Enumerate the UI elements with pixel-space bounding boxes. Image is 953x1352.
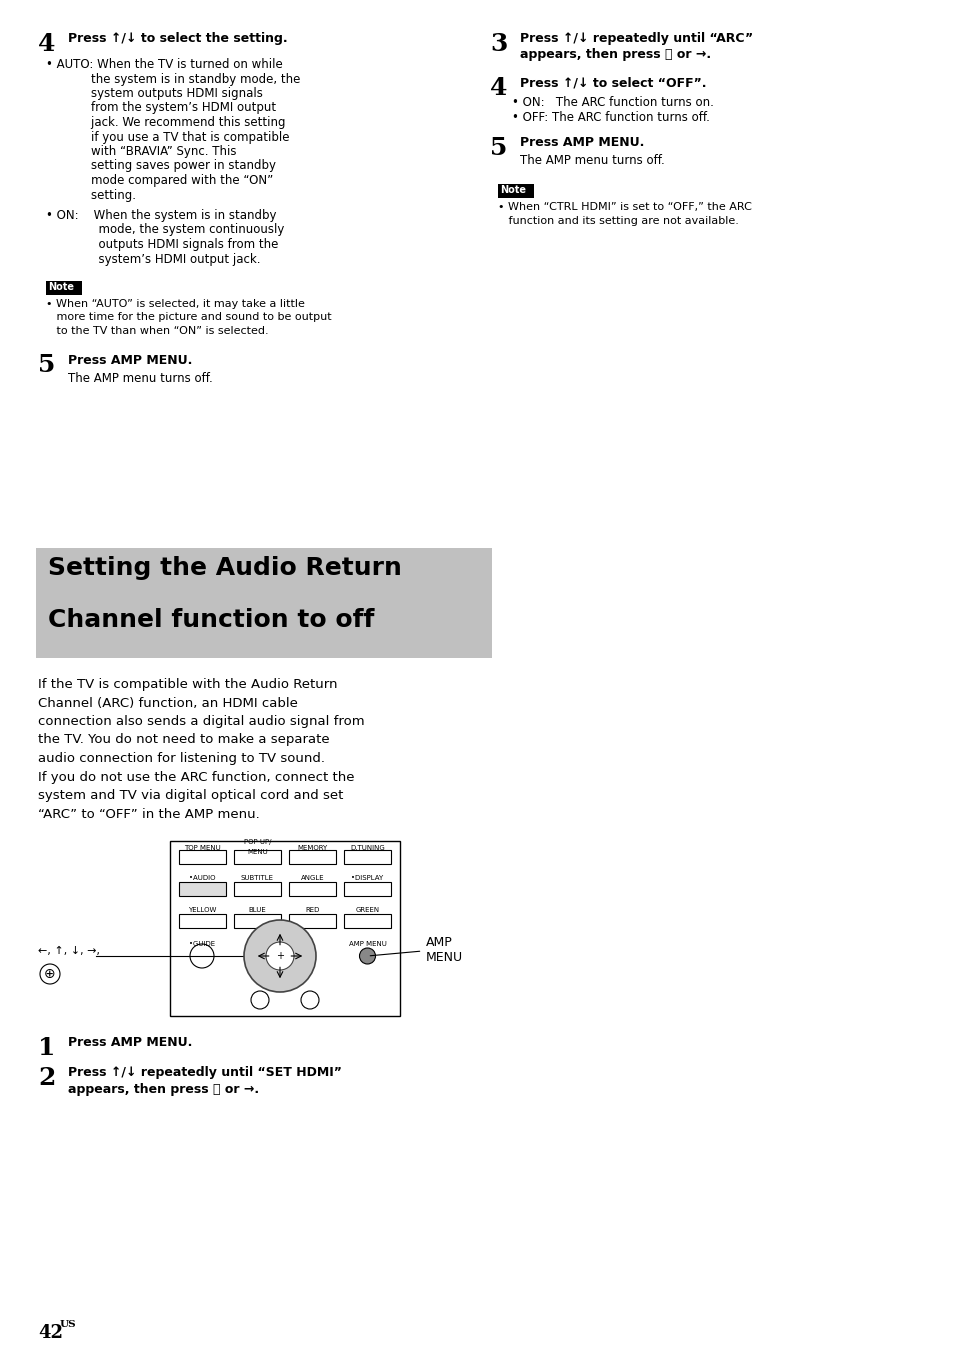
Text: setting.: setting.: [46, 188, 136, 201]
Text: If you do not use the ARC function, connect the: If you do not use the ARC function, conn…: [38, 771, 355, 784]
FancyBboxPatch shape: [344, 914, 391, 927]
Text: 4: 4: [38, 32, 55, 55]
Text: connection also sends a digital audio signal from: connection also sends a digital audio si…: [38, 715, 364, 727]
Text: to the TV than when “ON” is selected.: to the TV than when “ON” is selected.: [46, 326, 269, 337]
Text: Press AMP MENU.: Press AMP MENU.: [68, 353, 193, 366]
Text: 5: 5: [38, 353, 55, 377]
Text: RED: RED: [305, 907, 319, 913]
FancyBboxPatch shape: [36, 548, 492, 658]
Text: 42: 42: [38, 1324, 63, 1343]
Text: ⊕: ⊕: [44, 967, 56, 982]
Text: setting saves power in standby: setting saves power in standby: [46, 160, 275, 173]
Text: “ARC” to “OFF” in the AMP menu.: “ARC” to “OFF” in the AMP menu.: [38, 807, 259, 821]
Text: the TV. You do not need to make a separate: the TV. You do not need to make a separa…: [38, 734, 330, 746]
Text: YELLOW: YELLOW: [188, 907, 216, 913]
Text: Press AMP MENU.: Press AMP MENU.: [68, 1036, 193, 1049]
FancyBboxPatch shape: [179, 882, 226, 896]
Text: 2: 2: [38, 1065, 55, 1090]
Text: Press ↑/↓ repeatedly until “SET HDMI”: Press ↑/↓ repeatedly until “SET HDMI”: [68, 1065, 341, 1079]
Text: • AUTO: When the TV is turned on while: • AUTO: When the TV is turned on while: [46, 58, 282, 72]
Text: POP UP/: POP UP/: [244, 840, 271, 845]
Text: US: US: [60, 1320, 76, 1329]
Text: function and its setting are not available.: function and its setting are not availab…: [497, 215, 739, 226]
Text: • When “CTRL HDMI” is set to “OFF,” the ARC: • When “CTRL HDMI” is set to “OFF,” the …: [497, 201, 751, 212]
Text: 4: 4: [490, 76, 507, 100]
Text: •GUIDE: •GUIDE: [190, 941, 215, 946]
Text: ANGLE: ANGLE: [300, 875, 324, 882]
Text: system’s HDMI output jack.: system’s HDMI output jack.: [46, 253, 260, 265]
FancyBboxPatch shape: [344, 850, 391, 864]
FancyBboxPatch shape: [497, 184, 534, 197]
Text: If the TV is compatible with the Audio Return: If the TV is compatible with the Audio R…: [38, 677, 337, 691]
Text: +: +: [275, 950, 284, 961]
Text: AMP MENU: AMP MENU: [348, 941, 386, 946]
Text: jack. We recommend this setting: jack. We recommend this setting: [46, 116, 285, 128]
Text: appears, then press ⓔ or →.: appears, then press ⓔ or →.: [519, 49, 710, 61]
Circle shape: [301, 991, 318, 1009]
Circle shape: [359, 948, 375, 964]
Circle shape: [251, 991, 269, 1009]
Text: AMP
MENU: AMP MENU: [425, 936, 462, 964]
Text: •DISPLAY: •DISPLAY: [351, 875, 383, 882]
Text: • ON:    When the system is in standby: • ON: When the system is in standby: [46, 210, 276, 222]
Text: The AMP menu turns off.: The AMP menu turns off.: [519, 154, 664, 168]
FancyBboxPatch shape: [179, 914, 226, 927]
Text: with “BRAVIA” Sync. This: with “BRAVIA” Sync. This: [46, 145, 236, 158]
Text: GREEN: GREEN: [355, 907, 379, 913]
Text: Channel function to off: Channel function to off: [48, 608, 374, 631]
Text: BLUE: BLUE: [249, 907, 266, 913]
FancyBboxPatch shape: [46, 281, 82, 295]
Text: 3: 3: [490, 32, 507, 55]
Circle shape: [190, 944, 213, 968]
Text: Setting the Audio Return: Setting the Audio Return: [48, 556, 401, 580]
Text: •AUDIO: •AUDIO: [189, 875, 215, 882]
Text: • OFF: The ARC function turns off.: • OFF: The ARC function turns off.: [512, 111, 709, 124]
Text: mode compared with the “ON”: mode compared with the “ON”: [46, 174, 273, 187]
Text: The AMP menu turns off.: The AMP menu turns off.: [68, 372, 213, 384]
Text: Press ↑/↓ repeatedly until “ARC”: Press ↑/↓ repeatedly until “ARC”: [519, 32, 752, 45]
Text: more time for the picture and sound to be output: more time for the picture and sound to b…: [46, 312, 332, 323]
Text: ←, ↑, ↓, →,: ←, ↑, ↓, →,: [38, 946, 100, 956]
Text: Note: Note: [499, 185, 525, 195]
Text: MEMORY: MEMORY: [297, 845, 327, 850]
Text: outputs HDMI signals from the: outputs HDMI signals from the: [46, 238, 278, 251]
Text: MENU: MENU: [247, 849, 268, 854]
FancyBboxPatch shape: [289, 882, 335, 896]
FancyBboxPatch shape: [289, 850, 335, 864]
FancyBboxPatch shape: [289, 914, 335, 927]
Text: 1: 1: [38, 1036, 55, 1060]
Text: Press ↑/↓ to select the setting.: Press ↑/↓ to select the setting.: [68, 32, 287, 45]
Text: Press ↑/↓ to select “OFF”.: Press ↑/↓ to select “OFF”.: [519, 76, 706, 89]
FancyBboxPatch shape: [344, 882, 391, 896]
FancyBboxPatch shape: [179, 850, 226, 864]
Circle shape: [40, 964, 60, 984]
Text: D.TUNING: D.TUNING: [350, 845, 384, 850]
FancyBboxPatch shape: [233, 914, 281, 927]
FancyBboxPatch shape: [233, 882, 281, 896]
Text: Press AMP MENU.: Press AMP MENU.: [519, 137, 643, 149]
Text: if you use a TV that is compatible: if you use a TV that is compatible: [46, 131, 289, 143]
Circle shape: [244, 919, 315, 992]
Text: system outputs HDMI signals: system outputs HDMI signals: [46, 87, 263, 100]
Text: • When “AUTO” is selected, it may take a little: • When “AUTO” is selected, it may take a…: [46, 299, 305, 310]
Text: Channel (ARC) function, an HDMI cable: Channel (ARC) function, an HDMI cable: [38, 696, 297, 710]
Text: mode, the system continuously: mode, the system continuously: [46, 223, 284, 237]
Text: Note: Note: [48, 283, 74, 292]
Text: from the system’s HDMI output: from the system’s HDMI output: [46, 101, 275, 115]
Circle shape: [266, 942, 294, 969]
Text: • ON:   The ARC function turns on.: • ON: The ARC function turns on.: [512, 96, 713, 110]
Text: audio connection for listening to TV sound.: audio connection for listening to TV sou…: [38, 752, 325, 765]
Text: SUBTITLE: SUBTITLE: [241, 875, 274, 882]
Text: TOP MENU: TOP MENU: [184, 845, 221, 850]
Text: 5: 5: [490, 137, 507, 160]
Text: system and TV via digital optical cord and set: system and TV via digital optical cord a…: [38, 790, 343, 802]
FancyBboxPatch shape: [233, 850, 281, 864]
Text: appears, then press ⓔ or →.: appears, then press ⓔ or →.: [68, 1083, 259, 1096]
FancyBboxPatch shape: [170, 841, 399, 1015]
Text: the system is in standby mode, the: the system is in standby mode, the: [46, 73, 300, 85]
